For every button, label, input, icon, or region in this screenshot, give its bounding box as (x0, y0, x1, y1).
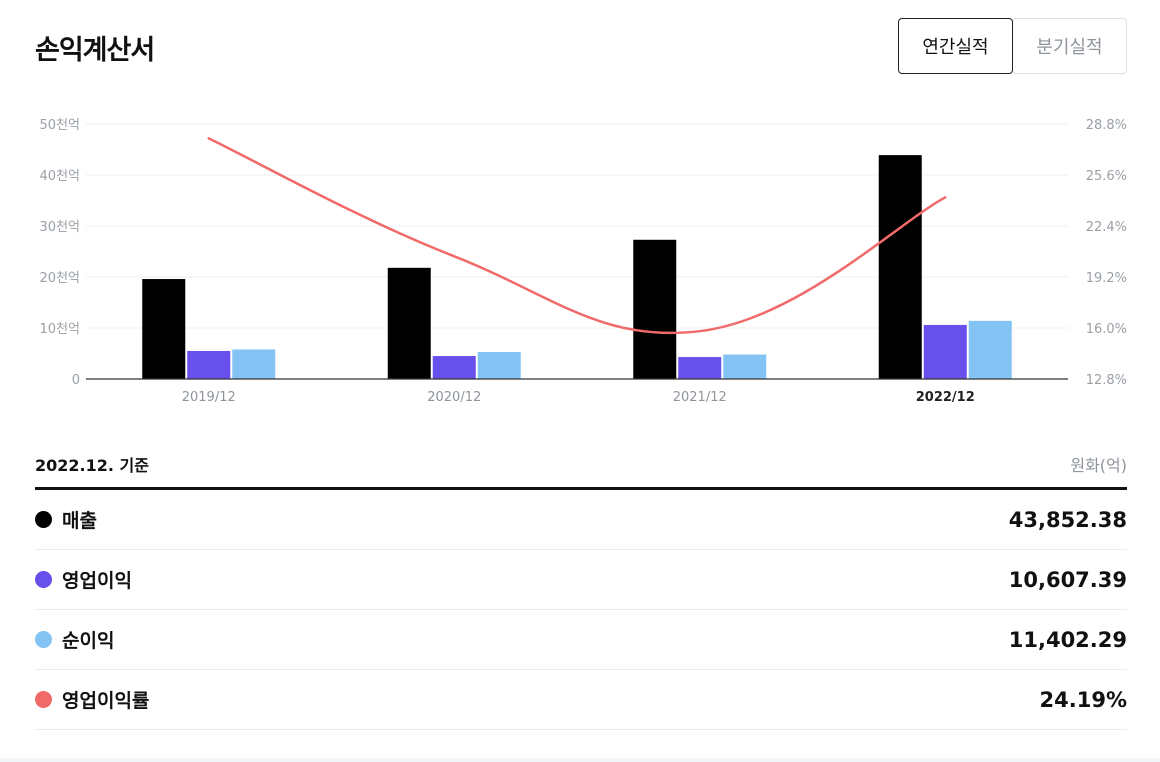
bar-revenue (633, 239, 677, 379)
basis-date: 2022.12. 기준 (35, 456, 149, 475)
bar-operating-profit (923, 324, 967, 379)
bar-net-income (232, 349, 276, 379)
bar-operating-profit (187, 350, 231, 379)
summary-row-revenue: 매출 43,852.38 (35, 490, 1127, 550)
x-tick-label: 2020/12 (427, 390, 481, 405)
row-value: 11,402.29 (1008, 627, 1127, 652)
x-tick-label: 2019/12 (182, 390, 236, 405)
income-chart: 0 10천억 20천억 30천억 40천억 50천억 12.8% 16.0% 19.2% 22.4… (40, 118, 1127, 405)
row-value: 24.19% (1039, 687, 1127, 712)
row-label: 영업이익률 (62, 690, 150, 712)
operating-margin-line (207, 137, 947, 335)
summary-row-net-income: 순이익 11,402.29 (35, 610, 1127, 670)
bar-revenue (387, 267, 431, 379)
x-tick-label: 2021/12 (673, 390, 727, 405)
bar-revenue (878, 155, 922, 379)
summary-table: 매출 43,852.38 영업이익 10,607.39 순이익 11,402.2… (35, 490, 1127, 730)
row-label: 영업이익 (62, 570, 132, 592)
legend-dot-icon (35, 631, 52, 648)
row-label: 매출 (62, 510, 97, 532)
bar-net-income (968, 320, 1012, 379)
legend-dot-icon (35, 511, 52, 528)
table-top-rule (35, 487, 1127, 490)
summary-row-operating-margin: 영업이익률 24.19% (35, 670, 1127, 730)
bar-revenue (142, 279, 186, 379)
x-tick-label: 2022/12 (916, 390, 975, 405)
legend-dot-icon (35, 571, 52, 588)
y-left-tick-label: 40천억 (40, 169, 80, 184)
page-title: 손익계산서 (35, 35, 155, 66)
y-left-tick-label: 10천억 (40, 322, 80, 337)
bar-net-income (477, 351, 521, 379)
summary-row-operating-profit: 영업이익 10,607.39 (35, 550, 1127, 610)
y-left-tick-label: 50천억 (40, 118, 80, 133)
bar-net-income (723, 354, 767, 379)
y-right-tick-label: 22.4% (1086, 220, 1127, 235)
y-right-tick-label: 12.8% (1086, 373, 1127, 388)
row-label: 순이익 (62, 630, 115, 652)
y-right-tick-label: 16.0% (1086, 322, 1127, 337)
y-right-tick-label: 25.6% (1086, 169, 1127, 184)
y-right-tick-label: 28.8% (1086, 118, 1127, 133)
tab-quarter[interactable]: 분기실적 (1012, 18, 1127, 74)
y-left-tick-label: 0 (72, 373, 80, 388)
bar-operating-profit (678, 357, 722, 379)
y-right-tick-label: 19.2% (1086, 271, 1127, 286)
currency-unit: 원화(억) (1070, 456, 1127, 475)
row-value: 10,607.39 (1008, 567, 1127, 592)
row-value: 43,852.38 (1008, 507, 1127, 532)
legend-dot-icon (35, 691, 52, 708)
y-left-tick-label: 20천억 (40, 271, 80, 286)
tab-annual[interactable]: 연간실적 (898, 18, 1013, 74)
bar-operating-profit (432, 356, 476, 379)
y-left-tick-label: 30천억 (40, 220, 80, 235)
